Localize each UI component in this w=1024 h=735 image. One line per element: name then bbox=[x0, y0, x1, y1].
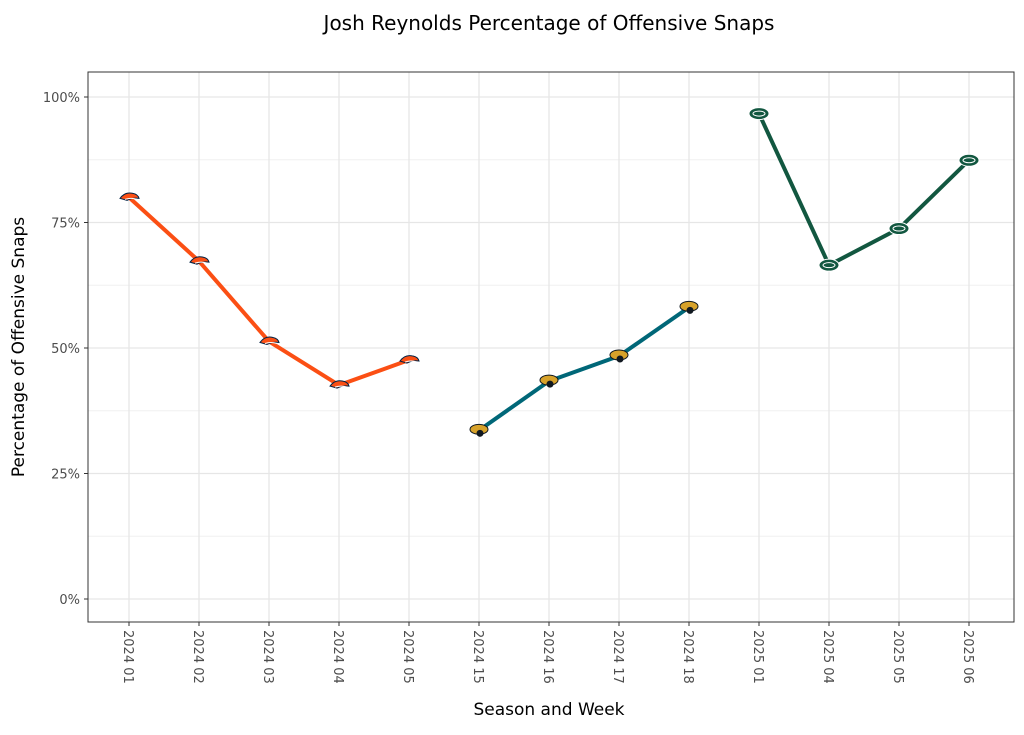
logo-detail bbox=[264, 341, 278, 344]
x-axis-label: Season and Week bbox=[473, 700, 624, 720]
jets-logo-icon bbox=[888, 222, 910, 236]
x-tick-label: 2025 04 bbox=[820, 630, 835, 684]
x-tick-label: 2024 16 bbox=[540, 630, 555, 684]
broncos-logo-icon bbox=[259, 336, 280, 346]
y-tick-label: 25% bbox=[51, 468, 80, 483]
logo-shape bbox=[888, 222, 910, 236]
jets-logo-icon bbox=[748, 107, 770, 121]
x-tick-label: 2025 06 bbox=[960, 630, 975, 684]
jaguars-logo-icon bbox=[609, 349, 629, 363]
logo-detail bbox=[404, 360, 418, 363]
x-tick-label: 2024 03 bbox=[260, 630, 275, 684]
x-tick-label: 2025 05 bbox=[890, 630, 905, 684]
broncos-logo-icon bbox=[119, 192, 140, 201]
logo-shape bbox=[958, 153, 980, 167]
logo-detail bbox=[686, 306, 694, 314]
logo-detail bbox=[962, 157, 976, 164]
logo-shape bbox=[818, 258, 840, 272]
x-tick-label: 2024 18 bbox=[680, 630, 695, 684]
logo-detail bbox=[334, 385, 348, 388]
x-tick-label: 2024 02 bbox=[190, 630, 205, 684]
logo-shape bbox=[748, 107, 770, 121]
logo-detail bbox=[124, 197, 138, 200]
y-axis-label: Percentage of Offensive Snaps bbox=[9, 217, 29, 477]
logo-detail bbox=[892, 225, 906, 232]
y-tick-label: 0% bbox=[59, 593, 80, 608]
x-tick-label: 2024 01 bbox=[120, 630, 135, 684]
y-tick-label: 100% bbox=[43, 91, 80, 106]
broncos-logo-icon bbox=[189, 256, 210, 265]
series-group bbox=[119, 107, 980, 437]
logo-detail bbox=[194, 261, 208, 264]
y-axis: 0% 25% 50% 75% 100% bbox=[43, 91, 88, 608]
x-tick-label: 2025 01 bbox=[750, 630, 765, 684]
jets-logo-icon bbox=[958, 153, 980, 167]
logo-detail bbox=[822, 262, 836, 269]
jets-logo-icon bbox=[818, 258, 840, 272]
series-line-jax bbox=[477, 305, 691, 432]
jaguars-logo-icon bbox=[679, 300, 699, 314]
x-tick-label: 2024 05 bbox=[400, 630, 415, 684]
series-line-nyj bbox=[757, 112, 971, 268]
logo-detail bbox=[752, 110, 766, 117]
jaguars-logo-icon bbox=[469, 423, 489, 437]
x-tick-label: 2024 17 bbox=[610, 630, 625, 684]
chart-title: Josh Reynolds Percentage of Offensive Sn… bbox=[322, 11, 775, 35]
grid bbox=[88, 72, 1014, 622]
broncos-logo-icon bbox=[399, 355, 420, 364]
plot-frame bbox=[87, 71, 1015, 623]
x-axis: 2024 01 2024 02 2024 03 2024 04 2024 05 2024 … bbox=[120, 622, 975, 684]
broncos-logo-icon bbox=[329, 380, 350, 389]
y-tick-label: 75% bbox=[51, 217, 80, 232]
x-tick-label: 2024 15 bbox=[470, 630, 485, 684]
logo-detail bbox=[616, 355, 624, 363]
logo-detail bbox=[476, 429, 484, 437]
x-tick-label: 2024 04 bbox=[330, 630, 345, 684]
jaguars-logo-icon bbox=[539, 374, 559, 388]
y-tick-label: 50% bbox=[51, 342, 80, 357]
logo-detail bbox=[546, 380, 554, 388]
